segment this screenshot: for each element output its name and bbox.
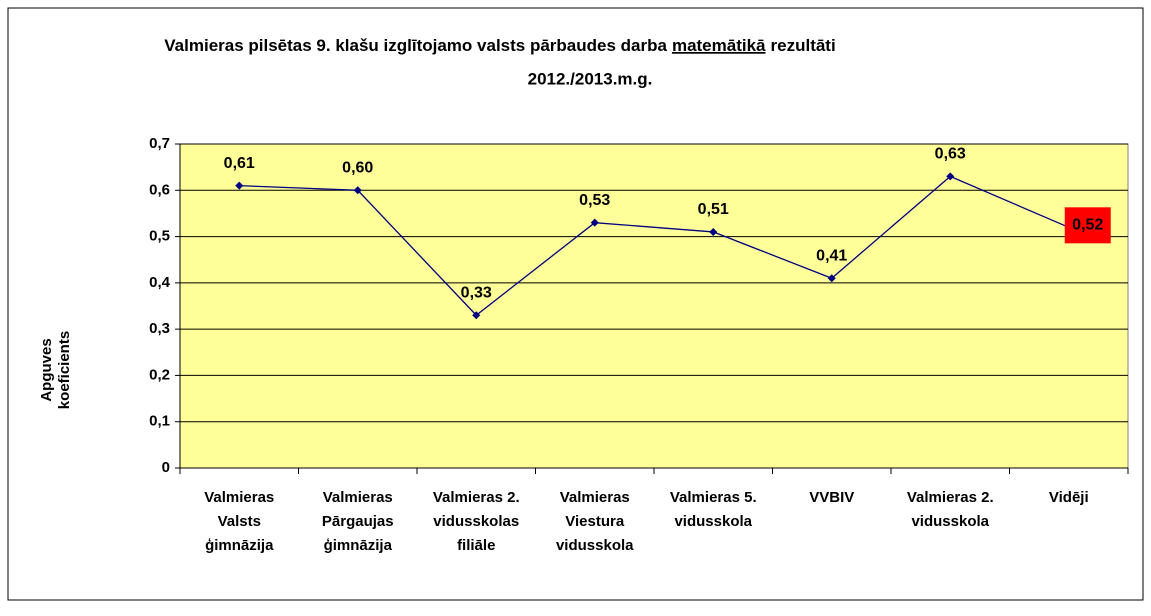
y-tick-label: 0,3 <box>149 320 170 337</box>
data-point <box>235 181 244 190</box>
x-tick-label: Valmieras Viestura vidusskola <box>556 489 634 554</box>
y-tick-label: 0 <box>162 459 170 476</box>
x-tick-label-line: vidusskolas <box>433 513 519 530</box>
y-tick-label: 0,7 <box>149 135 170 152</box>
x-tick-label-line: vidusskola <box>674 513 752 530</box>
data-point <box>946 172 955 181</box>
x-tick-label-line: Valsts <box>218 513 261 530</box>
x-tick-label: Vidēji <box>1049 489 1089 506</box>
title-part: Valmieras pilsētas 9. klašu izglītojamo … <box>164 36 667 55</box>
data-point <box>590 218 599 227</box>
x-tick-label-line: Pārgaujas <box>322 513 394 530</box>
data-line <box>239 175 1070 317</box>
x-tick-label-line: Valmieras 5. <box>670 489 757 506</box>
data-label: 0,33 <box>461 284 492 301</box>
plot-area <box>179 143 1129 469</box>
x-tick-label-line: vidusskola <box>911 513 989 530</box>
chart-title: Valmieras pilsētas 9. klašu izglītojamo … <box>164 36 835 55</box>
data-point <box>827 274 836 283</box>
y-axis-label: Apguveskoeficients <box>38 331 73 409</box>
x-tick-label-line: Valmieras <box>560 489 630 506</box>
y-tick-label: 0,5 <box>149 228 170 245</box>
y-tick-label: 0,6 <box>149 181 170 198</box>
data-point <box>472 311 481 320</box>
y-tick-label: 0,1 <box>149 413 170 430</box>
x-tick-label-line: vidusskola <box>556 537 634 554</box>
x-tick-label: VVBIV <box>809 489 854 506</box>
data-point <box>709 227 718 236</box>
x-tick-label-line: Valmieras 2. <box>433 489 520 506</box>
y-label-line: Apguves <box>38 338 55 401</box>
data-label: 0,63 <box>935 146 966 163</box>
x-tick-label: Valmieras 5. vidusskola <box>670 489 757 530</box>
y-tick-label: 0,4 <box>149 274 171 291</box>
data-label: 0,60 <box>342 160 373 177</box>
data-label: 0,61 <box>224 155 255 172</box>
x-tick-label: Valmieras 2. vidusskola <box>907 489 994 530</box>
data-point <box>353 186 362 195</box>
title-part: rezultāti <box>771 36 836 55</box>
x-tick-label: Valmieras Pārgaujas ģimnāzija <box>322 489 394 554</box>
data-label: 0,51 <box>698 201 729 218</box>
data-label: 0,53 <box>579 192 610 209</box>
x-tick-label: Valmieras Valsts ģimnāzija <box>204 489 274 554</box>
x-tick-label-line: ģimnāzija <box>324 537 393 554</box>
x-tick-label-line: Viestura <box>565 513 625 530</box>
x-tick-label-line: filiāle <box>457 537 495 554</box>
title-emphasis: matemātikā <box>672 36 766 55</box>
x-tick-label-line: Vidēji <box>1049 489 1089 506</box>
x-tick-label-line: Valmieras <box>323 489 393 506</box>
chart-subtitle: 2012./2013.m.g. <box>528 69 653 88</box>
data-label: 0,41 <box>816 247 847 264</box>
x-tick-label: Valmieras 2. vidusskolas filiāle <box>433 489 520 554</box>
x-tick-label-line: Valmieras <box>204 489 274 506</box>
y-label-line: koeficients <box>56 331 73 409</box>
data-label: 0,52 <box>1072 217 1103 234</box>
x-tick-label-line: VVBIV <box>809 489 854 506</box>
highlight-box <box>1064 207 1111 244</box>
x-tick-label-line: ģimnāzija <box>205 537 274 554</box>
y-tick-label: 0,2 <box>149 366 170 383</box>
x-tick-label-line: Valmieras 2. <box>907 489 994 506</box>
